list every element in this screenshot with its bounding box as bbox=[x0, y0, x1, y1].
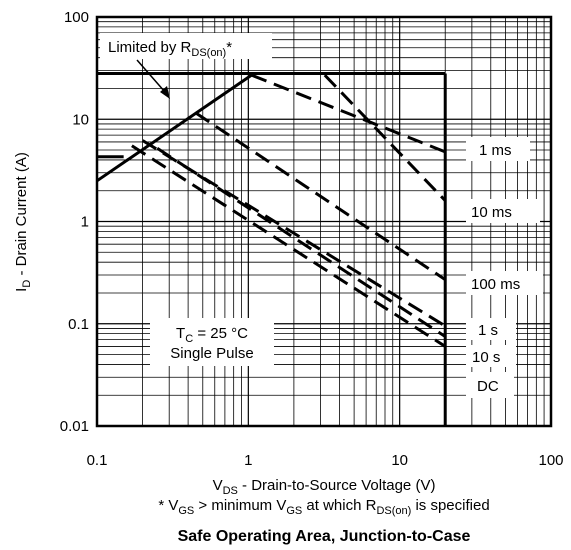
series-label-1ms: 1 ms bbox=[479, 142, 512, 159]
y-tick-label: 1 bbox=[81, 214, 89, 231]
x-tick-label: 1 bbox=[244, 452, 252, 469]
footnote: * VGS > minimum VGS at which RDS(on) is … bbox=[158, 497, 489, 517]
y-tick-label: 10 bbox=[72, 111, 89, 128]
series-label-10s: 10 s bbox=[472, 349, 500, 366]
rds-on-limit-line bbox=[97, 75, 252, 181]
chart-title: Safe Operating Area, Junction-to-Case bbox=[178, 528, 471, 545]
y-axis-label: ID - Drain Current (A) bbox=[13, 152, 33, 292]
x-axis-label: VDS - Drain-to-Source Voltage (V) bbox=[213, 477, 436, 497]
y-ticks: 0.01 0.1 1 10 100 bbox=[60, 9, 89, 435]
y-tick-label: 0.01 bbox=[60, 418, 89, 435]
series-labels: 1 ms 10 ms 100 ms 1 s 10 s DC bbox=[466, 137, 543, 398]
series-label-100ms: 100 ms bbox=[471, 276, 520, 293]
x-tick-label: 100 bbox=[538, 452, 563, 469]
limited-arrow-line bbox=[137, 60, 165, 92]
series-label-10ms: 10 ms bbox=[471, 204, 512, 221]
condition-line2: Single Pulse bbox=[170, 345, 253, 362]
x-tick-label: 0.1 bbox=[87, 452, 108, 469]
x-tick-label: 10 bbox=[391, 452, 408, 469]
series-label-1s: 1 s bbox=[478, 322, 498, 339]
y-tick-label: 100 bbox=[64, 9, 89, 26]
series-line-10s bbox=[157, 148, 445, 336]
series-line-1ms bbox=[252, 75, 446, 152]
y-tick-label: 0.1 bbox=[68, 316, 89, 333]
x-ticks: 0.1 1 10 100 bbox=[87, 452, 564, 469]
series-label-dc: DC bbox=[477, 378, 499, 395]
